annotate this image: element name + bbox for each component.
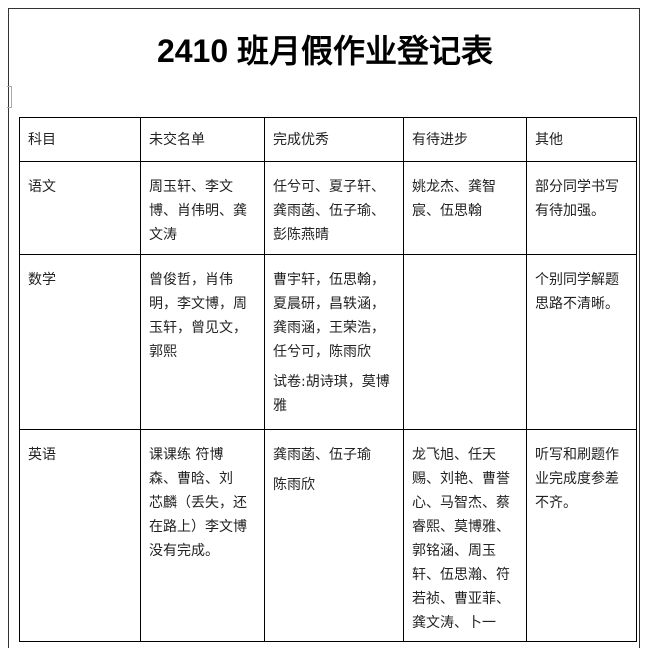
cell-line: 芯麟（丢失，还 [149, 495, 247, 511]
cell-line: 睿熙、莫博雅、 [412, 519, 510, 535]
table-cell: 曾俊哲，肖伟 明，李文博，周 玉轩，曾见文， 郭熙 [140, 254, 265, 430]
subject-cell: 数学 [19, 254, 141, 430]
cell-line: 不齐。 [535, 495, 577, 511]
cell-line: 听写和刷题作 [535, 447, 619, 463]
cell-line: 课课练 符博 [149, 447, 224, 463]
cell-line: 陈雨欣 [273, 477, 315, 493]
document-page [8, 8, 640, 648]
cell-line: 试卷:胡诗琪，莫博 [273, 374, 390, 390]
cell-line: 赐、刘艳、曹誉 [412, 471, 510, 487]
cell-line: 姚龙杰、龚智 [412, 179, 496, 195]
cell-line: 业完成度参差 [535, 471, 619, 487]
subject-cell: 英语 [19, 429, 141, 642]
cell-line: 龙飞旭、任天 [412, 447, 496, 463]
cell-line: 任兮可，陈雨欣 [273, 344, 371, 360]
table-cell: 周玉轩、李文 博、肖伟明、龚 文涛 [140, 161, 265, 255]
cell-line: 思路不清晰。 [535, 296, 619, 312]
column-header: 科目 [19, 117, 141, 162]
table-cell: 课课练 符博 森、曹晗、刘 芯麟（丢失，还 在路上）李文博 没有完成。 [140, 429, 265, 642]
cell-line: 曾俊哲，肖伟 [149, 272, 233, 288]
cell-line: 明，李文博，周 [149, 296, 247, 312]
cell-line: 有待加强。 [535, 203, 605, 219]
cell-paragraph: 课课练 符博 森、曹晗、刘 芯麟（丢失，还 在路上）李文博 没有完成。 [149, 443, 258, 563]
cell-line: 玉轩，曾见文， [149, 320, 247, 336]
table-row: 数学 曾俊哲，肖伟 明，李文博，周 玉轩，曾见文， 郭熙 曹宇轩，伍思翰， 夏晨研，昌轶涵，… [19, 254, 637, 430]
table-cell: 部分同学书写 有待加强。 [526, 161, 637, 255]
cell-paragraph: 曾俊哲，肖伟 明，李文博，周 玉轩，曾见文， 郭熙 [149, 268, 258, 364]
cell-line: 龚雨菡、伍子瑜 [273, 447, 371, 463]
cell-paragraph: 部分同学书写 有待加强。 [535, 175, 630, 223]
cell-line: 龚雨菡、伍子瑜、 [273, 203, 385, 219]
cell-line: 郭铭涵、周玉 [412, 543, 496, 559]
cell-paragraph: 曹宇轩，伍思翰， 夏晨研，昌轶涵， 龚雨涵，王荣浩， 任兮可，陈雨欣 [273, 268, 397, 364]
cell-paragraph: 听写和刷题作 业完成度参差 不齐。 [535, 443, 630, 515]
cell-line: 彭陈燕晴 [273, 227, 329, 243]
subject-cell: 语文 [19, 161, 141, 255]
cell-paragraph: 试卷:胡诗琪，莫博雅 [273, 370, 397, 418]
cell-paragraph: 任兮可、夏子轩、 龚雨菡、伍子瑜、 彭陈燕晴 [273, 175, 397, 247]
cell-line: 在路上）李文博 [149, 519, 247, 535]
cell-line: 轩、伍思瀚、符 [412, 567, 510, 583]
cell-line: 文涛 [149, 227, 177, 243]
cell-paragraph: 周玉轩、李文 博、肖伟明、龚 文涛 [149, 175, 258, 247]
cell-line: 宸、伍思翰 [412, 203, 482, 219]
cell-line: 心、马智杰、蔡 [412, 495, 510, 511]
table-cell [403, 254, 527, 430]
table-cell: 龙飞旭、任天 赐、刘艳、曹誉 心、马智杰、蔡 睿熙、莫博雅、 郭铭涵、周玉 轩、伍思瀚、符… [403, 429, 527, 642]
table-cell: 个别同学解题 思路不清晰。 [526, 254, 637, 430]
table-cell: 龚雨菡、伍子瑜 陈雨欣 [264, 429, 404, 642]
table-row: 英语 课课练 符博 森、曹晗、刘 芯麟（丢失，还 在路上）李文博 没有完成。 龚雨菡、伍子瑜… [19, 429, 637, 642]
table-cell: 曹宇轩，伍思翰， 夏晨研，昌轶涵， 龚雨涵，王荣浩， 任兮可，陈雨欣试卷:胡诗琪，莫博… [264, 254, 404, 430]
cell-line: 没有完成。 [149, 543, 219, 559]
cell-line: 龚文涛、卜一 [412, 615, 496, 631]
column-header: 完成优秀 [264, 117, 404, 162]
cell-line: 任兮可、夏子轩、 [273, 179, 385, 195]
cell-line: 博、肖伟明、龚 [149, 203, 247, 219]
column-header: 未交名单 [140, 117, 265, 162]
cell-line: 森、曹晗、刘 [149, 471, 233, 487]
table-cell: 姚龙杰、龚智 宸、伍思翰 [403, 161, 527, 255]
table-cell: 任兮可、夏子轩、 龚雨菡、伍子瑜、 彭陈燕晴 [264, 161, 404, 255]
cell-line: 若祯、曹亚菲、 [412, 591, 510, 607]
table-row: 语文 周玉轩、李文 博、肖伟明、龚 文涛 任兮可、夏子轩、 龚雨菡、伍子瑜、 彭陈燕晴 姚龙杰… [19, 161, 637, 255]
cell-line: 郭熙 [149, 344, 177, 360]
column-header: 其他 [526, 117, 637, 162]
column-header: 有待进步 [403, 117, 527, 162]
margin-marker [7, 86, 12, 108]
cell-paragraph: 陈雨欣 [273, 473, 397, 497]
page-title: 2410 班月假作业登记表 [156, 33, 494, 69]
cell-line: 曹宇轩，伍思翰， [273, 272, 385, 288]
cell-line: 周玉轩、李文 [149, 179, 233, 195]
cell-paragraph: 个别同学解题 思路不清晰。 [535, 268, 630, 316]
table-header-row: 科目 未交名单 完成优秀 有待进步 其他 [19, 117, 637, 162]
cell-line: 雅 [273, 398, 287, 414]
cell-line: 个别同学解题 [535, 272, 619, 288]
cell-paragraph: 龙飞旭、任天 赐、刘艳、曹誉 心、马智杰、蔡 睿熙、莫博雅、 郭铭涵、周玉 轩、伍思瀚、符… [412, 443, 520, 635]
homework-table: 科目 未交名单 完成优秀 有待进步 其他 语文 周玉轩、李文 博、肖伟明、龚 文涛 任兮可、夏子轩… [19, 117, 637, 642]
cell-line: 部分同学书写 [535, 179, 619, 195]
table-cell: 听写和刷题作 业完成度参差 不齐。 [526, 429, 637, 642]
cell-paragraph: 龚雨菡、伍子瑜 [273, 443, 397, 467]
cell-line: 龚雨涵，王荣浩， [273, 320, 385, 336]
cell-paragraph: 姚龙杰、龚智 宸、伍思翰 [412, 175, 520, 223]
cell-line: 夏晨研，昌轶涵， [273, 296, 385, 312]
